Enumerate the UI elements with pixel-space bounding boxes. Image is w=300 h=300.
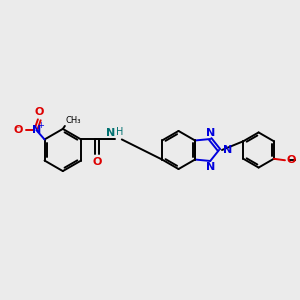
Text: O: O <box>93 157 102 167</box>
Text: N: N <box>106 128 115 138</box>
Text: ⁻: ⁻ <box>14 125 20 135</box>
Text: O: O <box>34 107 44 118</box>
Text: +: + <box>38 121 44 130</box>
Text: N: N <box>223 145 232 155</box>
Text: N: N <box>206 128 215 138</box>
Text: H: H <box>116 127 123 137</box>
Text: N: N <box>206 162 215 172</box>
Text: O: O <box>287 155 296 165</box>
Text: CH₃: CH₃ <box>65 116 81 125</box>
Text: N: N <box>32 125 41 135</box>
Text: O: O <box>14 125 23 135</box>
